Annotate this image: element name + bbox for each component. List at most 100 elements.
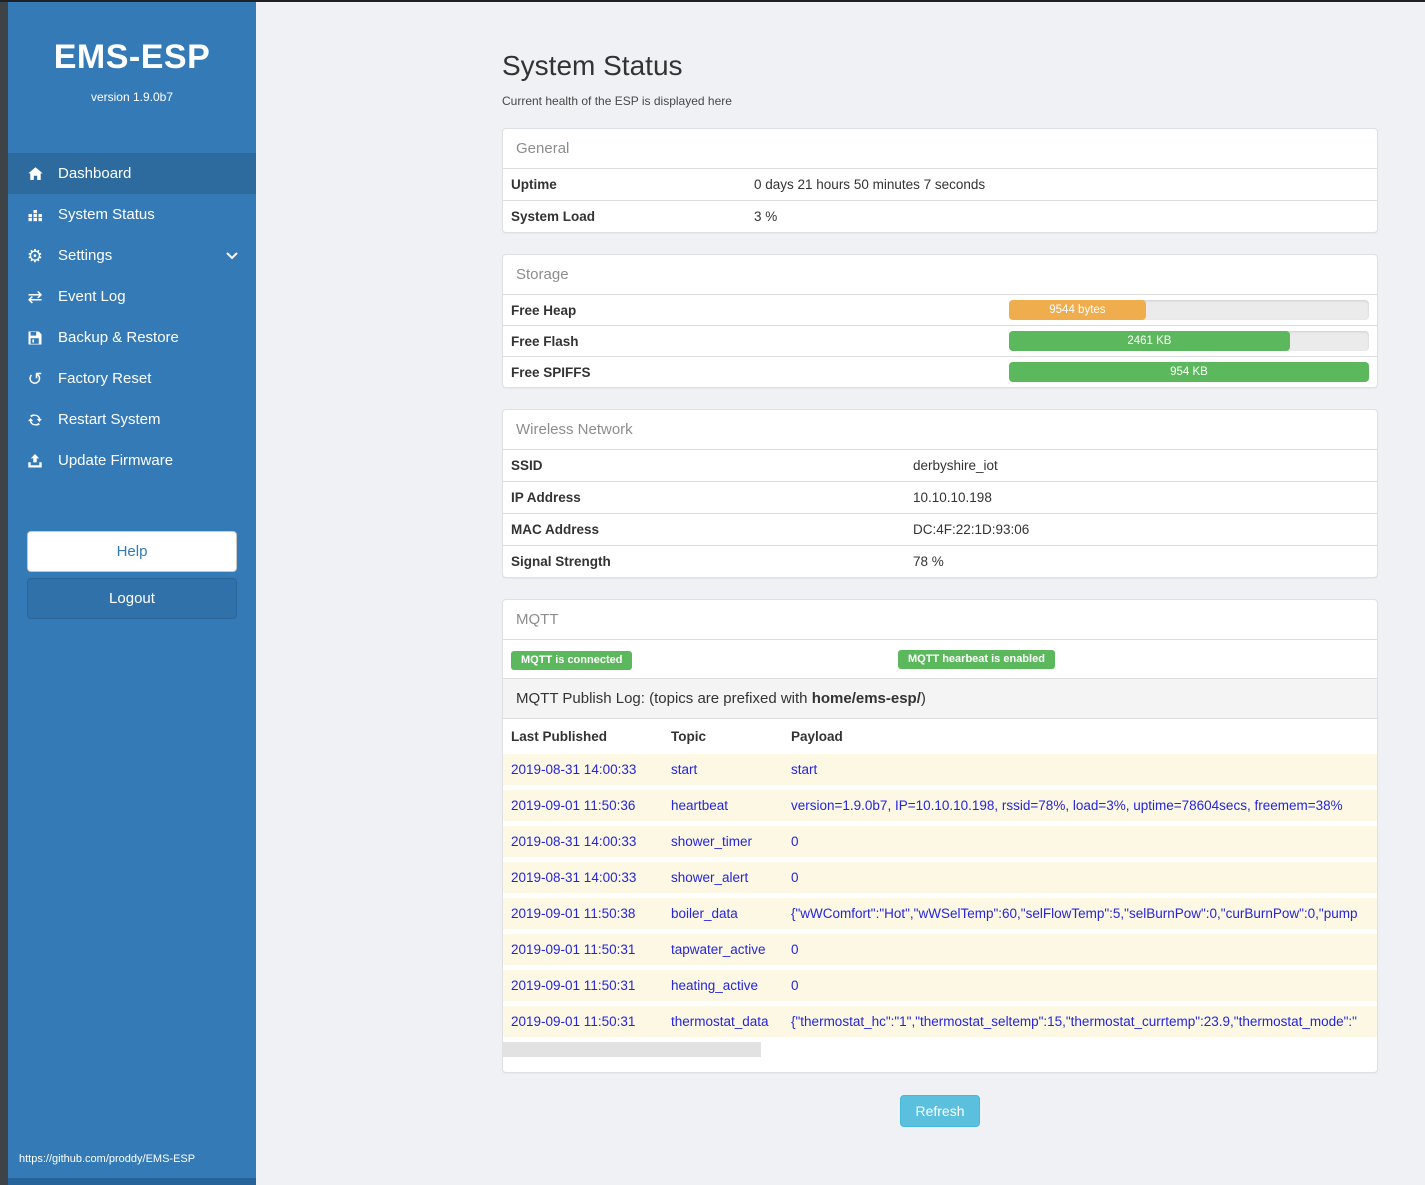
uptime-row: Uptime 0 days 21 hours 50 minutes 7 seco… bbox=[503, 168, 1377, 200]
signal-strength-value: 78 % bbox=[913, 554, 944, 569]
table-row: 2019-08-31 14:00:33 shower_timer 0 bbox=[503, 826, 1377, 857]
mac-address-value: DC:4F:22:1D:93:06 bbox=[913, 522, 1030, 537]
mqtt-publish-log-title: MQTT Publish Log: (topics are prefixed w… bbox=[503, 678, 1377, 718]
refresh-icon bbox=[23, 412, 47, 428]
sidebar-nav: Dashboard System Status ⚙ Settings bbox=[8, 153, 256, 481]
page-subtitle: Current health of the ESP is displayed h… bbox=[502, 94, 732, 108]
sidebar-item-label: Event Log bbox=[58, 288, 126, 305]
row-payload: {"wWComfort":"Hot","wWSelTemp":60,"selFl… bbox=[791, 906, 1358, 921]
ip-address-row: IP Address 10.10.10.198 bbox=[503, 481, 1377, 513]
uptime-label: Uptime bbox=[511, 177, 557, 192]
table-row: 2019-09-01 11:50:31 tapwater_active 0 bbox=[503, 934, 1377, 965]
row-topic: thermostat_data bbox=[671, 1014, 769, 1029]
sidebar-item-label: Factory Reset bbox=[58, 370, 152, 387]
row-payload: 0 bbox=[791, 942, 799, 957]
storage-card: Storage Free Heap 9544 bytes Free Flash … bbox=[502, 254, 1378, 388]
row-topic: start bbox=[671, 762, 698, 777]
home-icon bbox=[23, 166, 47, 182]
main-content: System Status Current health of the ESP … bbox=[256, 2, 1425, 1185]
signal-strength-label: Signal Strength bbox=[511, 554, 611, 569]
row-payload: start bbox=[791, 762, 818, 777]
sidebar-item-label: Backup & Restore bbox=[58, 329, 179, 346]
col-last-published: Last Published bbox=[511, 729, 608, 744]
upload-icon bbox=[23, 453, 47, 469]
storage-card-header: Storage bbox=[516, 266, 569, 283]
table-row: 2019-09-01 11:50:31 thermostat_data {"th… bbox=[503, 1006, 1377, 1037]
publish-log-suffix: ) bbox=[920, 690, 926, 707]
mac-address-row: MAC Address DC:4F:22:1D:93:06 bbox=[503, 513, 1377, 545]
sidebar-item-label: Dashboard bbox=[58, 165, 132, 182]
save-icon bbox=[23, 330, 47, 346]
sidebar-item-dashboard[interactable]: Dashboard bbox=[8, 153, 256, 194]
wireless-card: Wireless Network SSID derbyshire_iot IP … bbox=[502, 409, 1378, 578]
col-topic: Topic bbox=[671, 729, 706, 744]
system-load-row: System Load 3 % bbox=[503, 200, 1377, 232]
ssid-label: SSID bbox=[511, 458, 543, 473]
gear-icon: ⚙ bbox=[26, 245, 44, 266]
ssid-value: derbyshire_iot bbox=[913, 458, 998, 473]
brand: EMS-ESP version 1.9.0b7 bbox=[8, 2, 256, 104]
chevron-down-icon[interactable] bbox=[226, 251, 238, 260]
logout-button[interactable]: Logout bbox=[27, 578, 237, 619]
sidebar-item-system-status[interactable]: System Status bbox=[8, 194, 256, 235]
row-date: 2019-09-01 11:50:36 bbox=[511, 798, 636, 813]
sidebar-item-label: Restart System bbox=[58, 411, 161, 428]
mqtt-connected-badge: MQTT is connected bbox=[511, 651, 633, 670]
free-flash-label: Free Flash bbox=[511, 333, 579, 349]
sidebar-item-update-firmware[interactable]: Update Firmware bbox=[8, 440, 256, 481]
row-topic: boiler_data bbox=[671, 906, 738, 921]
mqtt-card: MQTT MQTT is connected MQTT hearbeat is … bbox=[502, 599, 1378, 1073]
help-button[interactable]: Help bbox=[27, 531, 237, 572]
sidebar-item-restart-system[interactable]: Restart System bbox=[8, 399, 256, 440]
system-load-value: 3 % bbox=[754, 209, 778, 224]
sidebar-item-settings[interactable]: ⚙ Settings bbox=[8, 235, 256, 276]
free-flash-progress-fill: 2461 KB bbox=[1009, 331, 1290, 351]
system-load-label: System Load bbox=[511, 209, 596, 224]
row-payload: 0 bbox=[791, 870, 799, 885]
free-spiffs-progressbar: 954 KB bbox=[1009, 362, 1369, 382]
mqtt-table-header: Last Published Topic Payload bbox=[503, 718, 1377, 754]
row-payload: {"thermostat_hc":"1","thermostat_seltemp… bbox=[791, 1014, 1357, 1029]
horizontal-scrollbar-thumb[interactable] bbox=[503, 1042, 761, 1057]
row-payload: 0 bbox=[791, 834, 799, 849]
table-row: 2019-08-31 14:00:33 shower_alert 0 bbox=[503, 862, 1377, 893]
ip-address-label: IP Address bbox=[511, 490, 581, 505]
sidebar-item-event-log[interactable]: ⇄ Event Log bbox=[8, 276, 256, 317]
free-heap-progressbar: 9544 bytes bbox=[1009, 300, 1369, 320]
free-heap-row: Free Heap 9544 bytes bbox=[503, 294, 1377, 325]
row-topic: heartbeat bbox=[671, 798, 729, 813]
ip-address-value: 10.10.10.198 bbox=[913, 490, 992, 505]
uptime-value: 0 days 21 hours 50 minutes 7 seconds bbox=[754, 177, 986, 192]
signal-strength-row: Signal Strength 78 % bbox=[503, 545, 1377, 577]
sidebar-item-label: Settings bbox=[58, 247, 113, 264]
row-topic: heating_active bbox=[671, 978, 759, 993]
row-date: 2019-08-31 14:00:33 bbox=[511, 870, 637, 885]
sidebar-item-backup-restore[interactable]: Backup & Restore bbox=[8, 317, 256, 358]
sidebar-item-label: System Status bbox=[58, 206, 155, 223]
refresh-button[interactable]: Refresh bbox=[900, 1095, 980, 1127]
mac-address-label: MAC Address bbox=[511, 522, 600, 537]
col-payload: Payload bbox=[791, 729, 843, 744]
horizontal-scrollbar bbox=[503, 1042, 1377, 1057]
row-topic: tapwater_active bbox=[671, 942, 766, 957]
sidebar-buttons: Help Logout bbox=[8, 531, 256, 619]
sidebar-item-factory-reset[interactable]: ↺ Factory Reset bbox=[8, 358, 256, 399]
mqtt-card-header: MQTT bbox=[516, 611, 559, 628]
row-topic: shower_timer bbox=[671, 834, 753, 849]
mqtt-heartbeat-badge: MQTT hearbeat is enabled bbox=[898, 650, 1055, 669]
free-heap-progress-fill: 9544 bytes bbox=[1009, 300, 1146, 320]
sidebar-footer: https://github.com/proddy/EMS-ESP bbox=[8, 1153, 256, 1185]
sidebar-item-label: Update Firmware bbox=[58, 452, 174, 469]
github-link[interactable]: https://github.com/proddy/EMS-ESP bbox=[19, 1153, 196, 1165]
table-row: 2019-08-31 14:00:33 start start bbox=[503, 754, 1377, 785]
table-row: 2019-09-01 11:50:38 boiler_data {"wWComf… bbox=[503, 898, 1377, 929]
table-row: 2019-09-01 11:50:36 heartbeat version=1.… bbox=[503, 790, 1377, 821]
sidebar: EMS-ESP version 1.9.0b7 Dashboard Sy bbox=[0, 2, 256, 1185]
chart-icon bbox=[23, 207, 47, 223]
exchange-icon: ⇄ bbox=[27, 286, 43, 307]
mqtt-table-rows: 2019-08-31 14:00:33 start start 2019-09-… bbox=[503, 754, 1377, 1037]
refresh-area: Refresh bbox=[502, 1095, 1378, 1127]
free-flash-progressbar: 2461 KB bbox=[1009, 331, 1369, 351]
row-date: 2019-08-31 14:00:33 bbox=[511, 762, 637, 777]
